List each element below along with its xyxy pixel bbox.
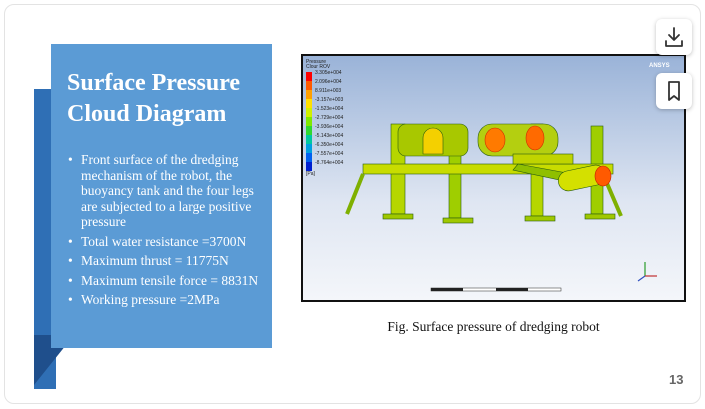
legend-title: Clour ROV <box>306 64 331 70</box>
legend-swatch <box>306 90 312 99</box>
legend-swatch <box>306 153 312 162</box>
bullet: Total water resistance =3700N <box>67 234 263 250</box>
legend-value: -3.936e+004 <box>315 124 343 130</box>
legend-swatch <box>306 162 312 171</box>
simulation-figure: Pressure Clour ROV 3.305e+004 2.096e+004 8… <box>306 59 670 292</box>
bullet-list: Front surface of the dredging mechanism … <box>67 152 263 312</box>
bookmark-button[interactable] <box>656 73 692 109</box>
legend-swatch <box>306 81 312 90</box>
axis-triad <box>637 262 657 282</box>
legend-unit: [Pa] <box>306 171 316 177</box>
legend-swatch <box>306 144 312 153</box>
title-line: Surface Pressure <box>67 70 241 96</box>
text-panel: Surface Pressure Cloud Diagram Front sur… <box>51 44 272 348</box>
bookmark-icon <box>668 81 680 101</box>
title-line: Cloud Diagram <box>67 101 227 127</box>
bullet: Working pressure =2MPa <box>67 292 263 308</box>
legend-value: -3.157e+003 <box>315 97 343 103</box>
legend-title: Pressure <box>306 59 326 65</box>
download-icon <box>665 27 683 47</box>
download-button[interactable] <box>656 19 692 55</box>
legend-value: -6.350e+004 <box>315 142 343 148</box>
bullet: Front surface of the dredging mechanism … <box>67 152 263 230</box>
legend-value: -7.557e+004 <box>315 151 343 157</box>
legend-value: -2.729e+004 <box>315 115 343 121</box>
figure-caption: Fig. Surface pressure of dredging robot <box>387 319 600 334</box>
bullet: Maximum thrust = 11775N <box>67 253 263 269</box>
legend-swatch <box>306 135 312 144</box>
legend-swatch <box>306 72 312 81</box>
legend-value: 3.305e+004 <box>315 70 342 76</box>
legend-value: 8.911e+003 <box>315 88 341 94</box>
slide-accent <box>34 89 56 389</box>
legend-value: -1.523e+004 <box>315 106 343 112</box>
legend-swatch <box>306 108 312 117</box>
legend-swatch <box>306 126 312 135</box>
slide-card: Surface Pressure Cloud Diagram Front sur… <box>4 4 701 404</box>
legend-swatch <box>306 117 312 126</box>
brand: ANSYS <box>649 63 670 69</box>
slide-title: Surface Pressure Cloud Diagram <box>67 68 240 130</box>
legend-value: -8.764e+004 <box>315 160 343 166</box>
legend: Pressure Clour ROV 3.305e+004 2.096e+004 8… <box>306 59 343 177</box>
legend-value: -5.143e+004 <box>315 133 343 139</box>
bullet: Maximum tensile force = 8831N <box>67 273 263 289</box>
legend-swatch <box>306 99 312 108</box>
scale-bar <box>430 287 562 292</box>
robot-model <box>345 123 623 224</box>
legend-value: 2.096e+004 <box>315 79 342 85</box>
figure-image: Pressure Clour ROV 3.305e+004 2.096e+004 8… <box>301 54 686 302</box>
page-number: 13 <box>669 372 684 387</box>
